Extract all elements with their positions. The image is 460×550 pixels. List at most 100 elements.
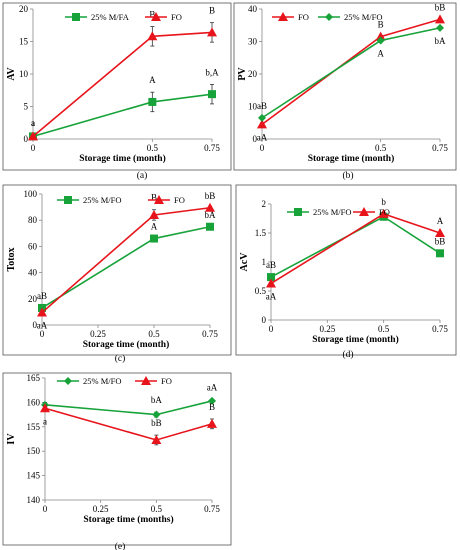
y-tick-label: 0 <box>253 134 258 144</box>
x-tick-label: 0.75 <box>202 329 218 339</box>
legend-item: FO <box>272 12 309 22</box>
y-tick-label: 145 <box>27 471 41 481</box>
data-label: aB <box>37 291 47 301</box>
x-tick-label: 0.5 <box>148 329 160 339</box>
data-point <box>148 97 157 106</box>
chart-panel: 0 10 20 30 40 0 0.5 0.75 Storage time (month) PV a… <box>233 2 457 181</box>
data-label: bB <box>435 236 446 246</box>
legend-item: 25% M/FO <box>287 207 352 217</box>
y-axis-title: Totox <box>6 247 17 271</box>
legend-item: 25% M/FO <box>318 12 383 22</box>
data-label: b,A <box>205 67 219 77</box>
legend-label: FO <box>174 195 185 205</box>
panel-frame <box>233 2 457 171</box>
legend-label: FO <box>161 376 172 386</box>
y-axis-title: AcV <box>239 252 250 272</box>
data-label: bA <box>205 210 217 220</box>
y-tick-label: 150 <box>27 446 41 456</box>
y-tick-label: 1 <box>262 257 267 267</box>
legend-label: 25% M/FA <box>91 12 130 22</box>
data-point <box>150 234 158 243</box>
data-label: aA <box>266 291 277 301</box>
data-point <box>257 119 267 129</box>
x-tick-label: 0.25 <box>90 329 106 339</box>
y-tick-label: 140 <box>27 495 41 505</box>
y-tick-label: 155 <box>27 422 41 432</box>
data-label: A <box>151 222 158 232</box>
chart-panel: 140 145 150 155 160 165 0 0.25 0.5 0.75 Storage ti… <box>2 372 232 550</box>
legend-marker <box>359 207 369 216</box>
legend-label: 25% M/FO <box>83 195 122 205</box>
data-label: b <box>381 197 386 207</box>
data-point <box>378 208 389 218</box>
data-point <box>37 307 47 317</box>
x-tick-label: 0.5 <box>375 143 387 153</box>
legend-item: FO <box>145 12 182 22</box>
x-tick-label: 0.25 <box>319 324 335 334</box>
data-label: A <box>377 49 384 59</box>
y-tick-label: 2 <box>262 199 267 209</box>
data-point <box>205 202 215 212</box>
data-label: B <box>378 20 384 30</box>
data-label: bB <box>205 191 216 201</box>
data-point <box>376 36 385 45</box>
panel-frame <box>2 2 232 171</box>
panel-frame <box>2 372 232 546</box>
y-tick-label: 20 <box>248 69 258 79</box>
x-tick-label: 0 <box>269 324 274 334</box>
legend-marker <box>278 12 288 21</box>
data-label: a <box>31 118 35 128</box>
y-tick-label: 60 <box>28 241 38 251</box>
data-point <box>436 249 444 258</box>
panel-frame <box>235 184 457 356</box>
x-tick-label: 0 <box>43 504 48 514</box>
data-point <box>267 273 275 282</box>
y-tick-label: 0 <box>262 315 267 325</box>
data-point <box>435 228 445 237</box>
y-tick-label: 40 <box>28 268 38 278</box>
legend-label: 25% M/FO <box>313 207 352 217</box>
data-label: bB <box>435 2 446 12</box>
panel-caption: (d) <box>342 349 353 360</box>
y-tick-label: 165 <box>27 373 41 383</box>
y-tick-label: 0.5 <box>255 286 267 296</box>
x-axis-title: Storage time (month) <box>79 153 166 164</box>
legend-item: FO <box>135 376 172 386</box>
legend-marker <box>154 195 164 204</box>
x-tick-label: 0 <box>260 143 265 153</box>
legend-label: 25% M/FO <box>344 12 383 22</box>
chart-panel: 0 5 10 15 20 0 0.5 0.75 Storage time (month) AV a A… <box>2 2 232 181</box>
y-tick-label: 5 <box>24 102 29 112</box>
data-point <box>208 396 216 405</box>
y-axis-title: AV <box>6 67 17 81</box>
data-label: bA <box>151 395 163 405</box>
x-tick-label: 0.5 <box>147 143 159 153</box>
series-group: aB AbA <box>257 23 446 122</box>
data-label: B <box>209 402 215 412</box>
y-tick-label: 1.5 <box>255 228 267 238</box>
data-label: B <box>209 6 215 16</box>
panel-caption: (a) <box>137 170 148 181</box>
data-label: B <box>151 193 157 203</box>
legend-marker <box>141 376 151 385</box>
chart-panel: 0 20 40 60 80 100 0 0.25 0.5 0.75 Storage time (mo… <box>2 184 232 364</box>
data-label: aA <box>207 382 218 392</box>
legend-item: 25% M/FO <box>57 195 122 205</box>
legend-item: FO <box>353 207 390 217</box>
data-point <box>266 278 276 288</box>
series-group: a bB B <box>40 402 217 446</box>
legend-item: FO <box>148 195 185 205</box>
y-axis-title: PV <box>237 67 248 81</box>
x-tick-label: 0.5 <box>151 504 163 514</box>
data-label: a <box>31 118 35 128</box>
y-tick-label: 0 <box>33 320 38 330</box>
data-point <box>258 113 266 122</box>
y-tick-label: 0 <box>24 134 29 144</box>
data-label: aB <box>266 260 276 270</box>
data-point <box>207 27 217 37</box>
x-tick-label: 0.5 <box>378 324 390 334</box>
data-point <box>436 23 444 32</box>
legend-item: 25% M/FO <box>57 376 122 386</box>
